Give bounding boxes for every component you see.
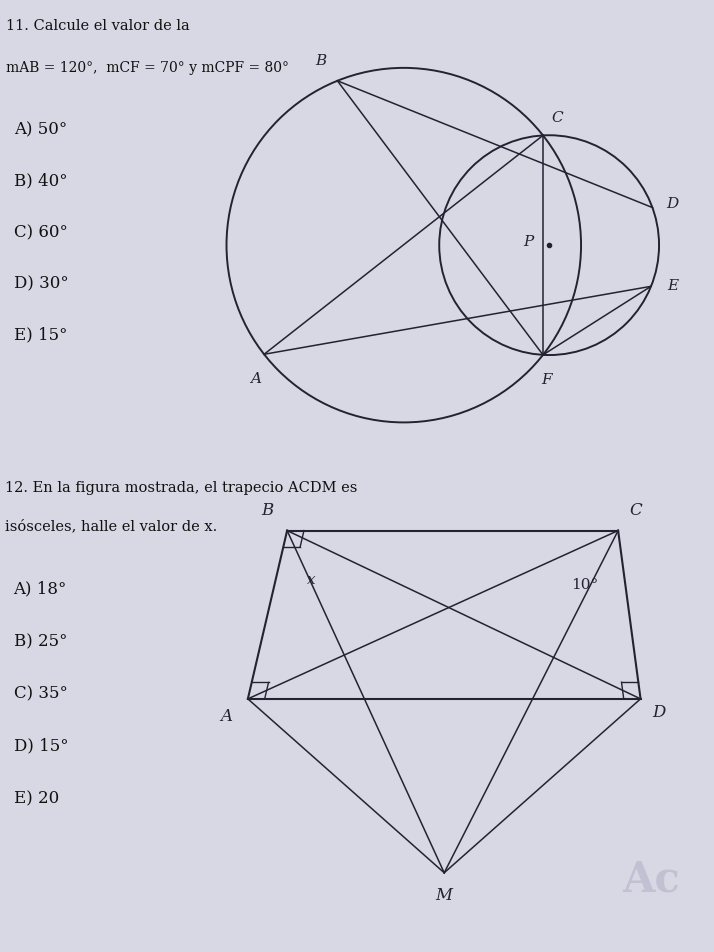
Text: B: B <box>316 54 327 69</box>
Text: E) 15°: E) 15° <box>14 327 68 344</box>
Text: M: M <box>436 887 453 904</box>
Text: F: F <box>541 372 552 387</box>
Text: mAB = 120°,  mCF = 70° y mCPF = 80°: mAB = 120°, mCF = 70° y mCPF = 80° <box>6 61 288 75</box>
Text: B: B <box>261 503 273 520</box>
Text: isósceles, halle el valor de x.: isósceles, halle el valor de x. <box>6 519 218 533</box>
Text: P: P <box>523 234 533 248</box>
Text: C: C <box>629 503 642 520</box>
Text: C) 60°: C) 60° <box>14 224 68 241</box>
Text: E: E <box>667 279 678 293</box>
Text: 11. Calcule el valor de la: 11. Calcule el valor de la <box>6 19 194 33</box>
Text: D) 30°: D) 30° <box>14 275 69 292</box>
Text: D) 15°: D) 15° <box>14 738 69 755</box>
Text: E) 20: E) 20 <box>14 790 59 807</box>
Text: D: D <box>652 704 665 722</box>
Text: D: D <box>667 197 679 211</box>
Text: x: x <box>307 573 316 587</box>
Text: B) 40°: B) 40° <box>14 173 68 189</box>
Text: 12. En la figura mostrada, el trapecio ACDM es: 12. En la figura mostrada, el trapecio A… <box>6 481 358 495</box>
Text: A) 18°: A) 18° <box>14 581 67 598</box>
Text: Ac: Ac <box>622 859 680 901</box>
Text: A: A <box>250 372 261 386</box>
Text: A: A <box>220 708 232 724</box>
Text: A) 50°: A) 50° <box>14 122 68 138</box>
Text: C: C <box>552 110 563 125</box>
Text: C) 35°: C) 35° <box>14 685 67 703</box>
Text: B) 25°: B) 25° <box>14 633 67 650</box>
Text: 10°: 10° <box>571 578 598 592</box>
